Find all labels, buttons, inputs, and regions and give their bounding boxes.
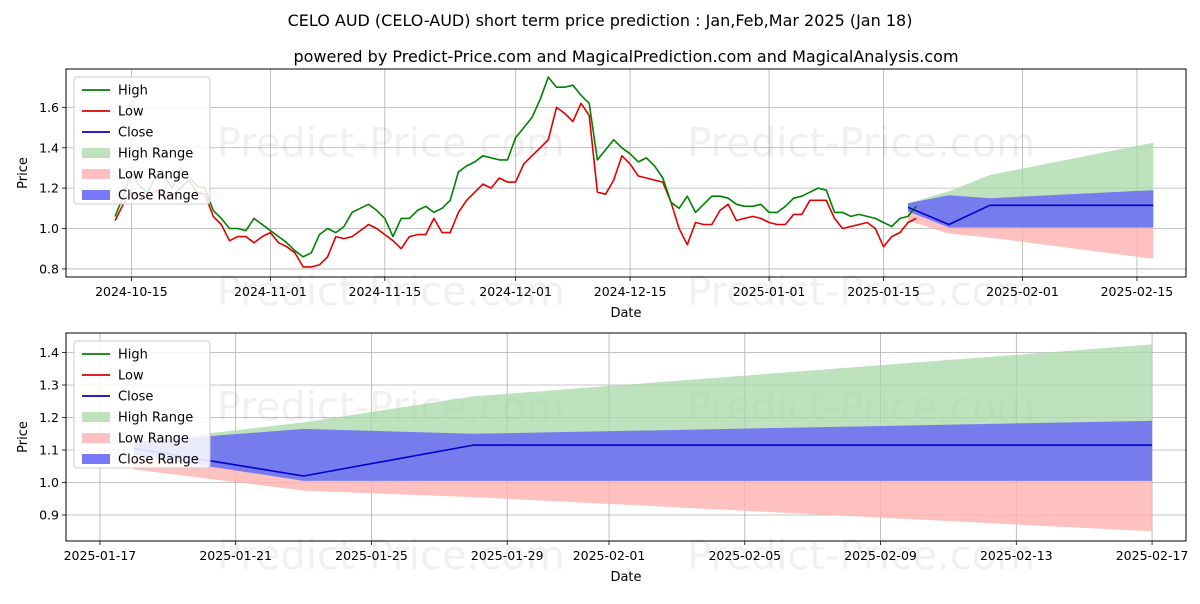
close-forecast-line [133,444,1153,477]
legend-swatch-high-range [82,148,110,158]
plot-series [114,76,1154,268]
legend-label: Low Range [118,432,189,447]
plot-series [133,344,1153,532]
y-axis-label: Price [16,157,31,189]
x-tick-label: 2025-01-17 [64,548,137,563]
low-range-band [908,211,1154,259]
watermark-text: Predict-Price.com [687,533,1035,579]
legend-label: Close Range [118,453,199,468]
x-tick-label: 2025-01-29 [471,548,544,563]
x-tick-label: 2024-12-01 [479,284,552,299]
legend-label: High Range [118,411,193,426]
legend-label: Close [118,126,153,141]
plot-frame [65,68,1187,278]
y-tick-label: 1.0 [39,221,59,236]
top-chart-panel: 2024-10-15 2024-11-01 2024-11-15 2024-12-01… [16,68,1187,321]
chart-legend: High Low Close High Range Low Range Close Ran… [73,76,211,205]
x-tick-label: 2024-11-15 [349,284,422,299]
y-tick-label: 0.8 [39,261,59,276]
x-tick-label: 2025-01-25 [335,548,408,563]
y-tick-label: 1.1 [39,443,59,458]
watermark-text: Predict-Price.com [217,533,565,579]
x-axis-label: Date [610,570,641,585]
y-tick-label: 1.6 [39,100,59,115]
x-tick-label: 2025-02-13 [980,548,1053,563]
chart-subtitle: powered by Predict-Price.com and Magical… [293,47,958,66]
x-tick-label: 2025-02-05 [708,548,781,563]
legend-swatch-high-range [82,412,110,422]
legend-label: High [118,84,148,99]
high-price-line [114,76,917,258]
x-tick-label: 2024-12-15 [594,284,667,299]
watermark-text: Predict-Price.com [687,269,1035,315]
y-tick-label: 1.0 [39,475,59,490]
close-range-band [908,190,1154,228]
low-range-band [133,454,1153,532]
bottom-chart-panel: 2025-01-17 2025-01-21 2025-01-25 2025-01-29… [16,332,1189,585]
legend-swatch-low-range [82,169,110,179]
legend-label: Low [118,105,144,120]
x-tick-label: 2025-01-01 [733,284,806,299]
y-tick-label: 1.3 [39,378,59,393]
legend-label: High Range [118,147,193,162]
legend-label: Low Range [118,168,189,183]
legend-swatch-low-range [82,433,110,443]
legend-swatch-close-range [82,454,110,464]
y-tick-label: 1.2 [39,181,59,196]
x-tick-label: 2025-02-17 [1116,548,1189,563]
x-tick-label: 2025-02-01 [573,548,646,563]
close-forecast-line [907,204,1154,226]
low-price-line [114,102,917,268]
watermark-text: Predict-Price.com [217,269,565,315]
y-tick-label: 1.4 [39,140,59,155]
x-tick-label: 2025-02-01 [986,284,1059,299]
legend-swatch-close-range [82,190,110,200]
chart-legend: High Low Close High Range Low Range Close Ran… [73,340,211,469]
y-axis-label: Price [16,421,31,453]
y-tick-label: 1.4 [39,345,59,360]
legend-label: High [118,348,148,363]
x-tick-label: 2025-02-09 [844,548,917,563]
x-tick-label: 2025-01-15 [847,284,920,299]
plot-frame [65,332,1187,542]
legend-label: Low [118,369,144,384]
x-tick-label: 2025-02-15 [1101,284,1174,299]
legend-label: Close Range [118,189,199,204]
close-range-band [133,420,1153,481]
y-tick-label: 1.2 [39,410,59,425]
legend-label: Close [118,390,153,405]
y-tick-label: 0.9 [39,508,59,523]
watermark-text: Predict-Price.com [217,120,565,166]
x-axis-label: Date [610,306,641,321]
x-tick-label: 2024-11-01 [234,284,307,299]
x-tick-label: 2025-01-21 [199,548,272,563]
x-tick-label: 2024-10-15 [95,284,168,299]
watermark-text: Predict-Price.com [687,120,1035,166]
chart-title: CELO AUD (CELO-AUD) short term price pre… [288,11,913,30]
